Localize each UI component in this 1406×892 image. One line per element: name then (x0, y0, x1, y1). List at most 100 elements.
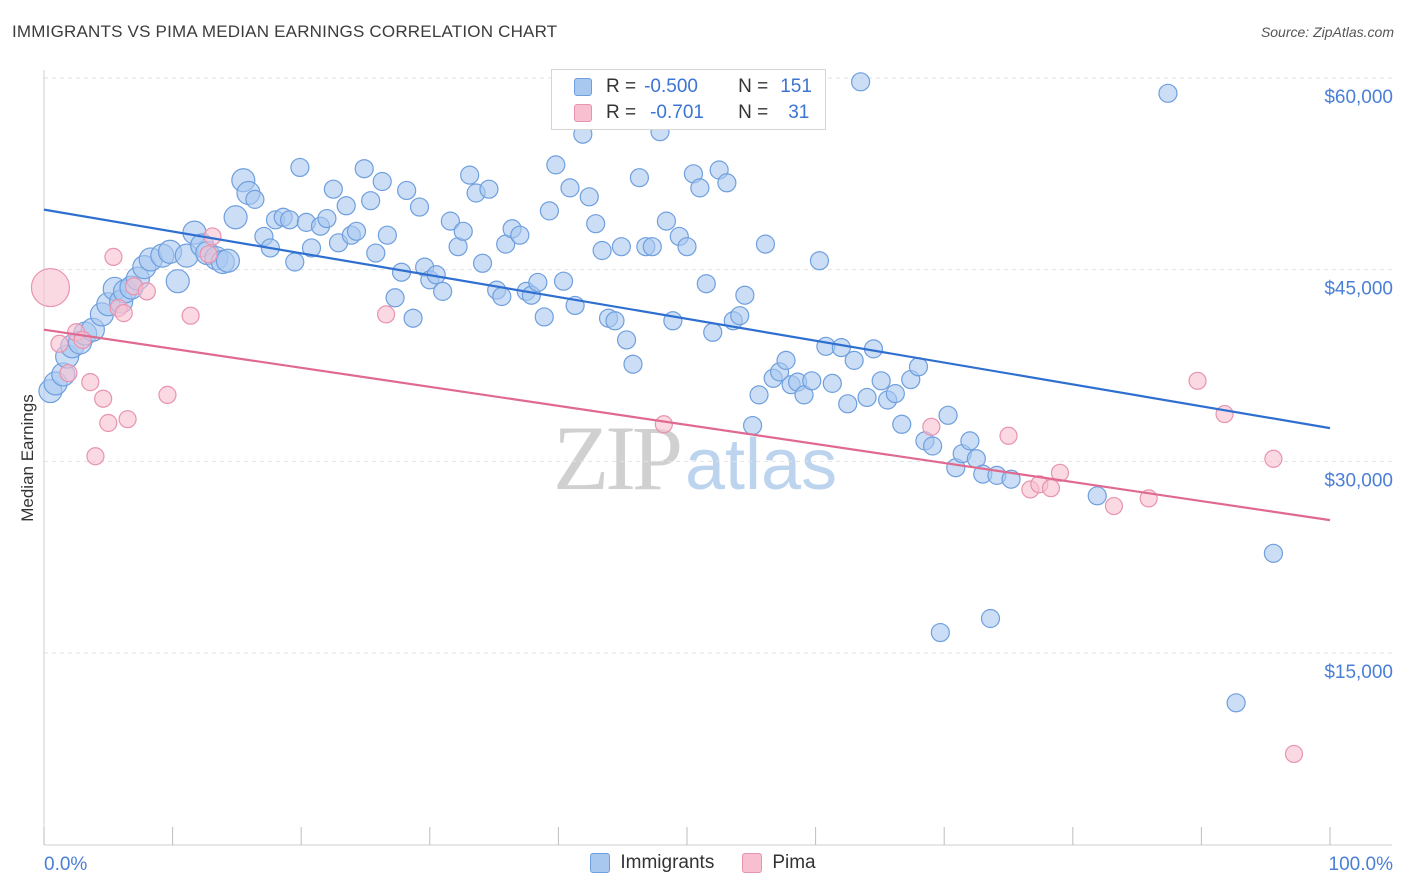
immigrants-point (930, 622, 950, 643)
immigrants-point (809, 251, 830, 271)
pima-point (30, 267, 71, 308)
immigrants-point (730, 306, 750, 326)
pima-point (654, 415, 673, 434)
immigrants-point (301, 238, 322, 258)
immigrants-point (397, 180, 417, 201)
immigrants-point (403, 308, 423, 328)
immigrants-point (980, 608, 1001, 629)
immigrants-point (844, 350, 864, 370)
pima-point (50, 334, 69, 353)
pima-point (99, 413, 118, 433)
pima-point (104, 247, 123, 266)
pima-swatch (574, 104, 592, 122)
immigrants-point (690, 178, 710, 198)
immigrants-point (354, 159, 374, 179)
immigrants-point (703, 322, 723, 342)
immigrants-point (851, 72, 871, 92)
immigrants-point (245, 189, 265, 209)
immigrants-point (1263, 543, 1284, 563)
immigrants-point (215, 248, 240, 273)
immigrants-point (165, 269, 190, 294)
legend-item-immigrants[interactable]: Immigrants (590, 852, 714, 874)
immigrants-point (749, 385, 769, 405)
pima-point (114, 304, 133, 323)
pima-point (1284, 744, 1304, 764)
immigrants-point (492, 286, 512, 307)
immigrants-swatch (590, 853, 611, 873)
immigrants-point (755, 234, 776, 254)
y-tick-label: $60,000 (1324, 87, 1393, 108)
immigrants-point (409, 197, 430, 217)
legend-r-label: R = (606, 76, 637, 97)
pima-point (94, 389, 113, 408)
immigrants-point (280, 210, 300, 230)
immigrants-point (366, 243, 386, 263)
immigrants-point (377, 225, 397, 245)
immigrants-point (586, 214, 606, 234)
immigrants-point (802, 371, 822, 391)
immigrants-point (857, 387, 877, 408)
immigrants-point (336, 196, 356, 216)
pima-point (1041, 479, 1061, 498)
immigrants-point (346, 221, 367, 241)
immigrants-point (776, 350, 796, 370)
pima-point (137, 282, 156, 301)
legend-row-pima: R = -0.701 N = 31 (574, 101, 809, 125)
immigrants-point (938, 405, 958, 425)
immigrants-point (528, 272, 548, 293)
immigrants-point (534, 307, 554, 327)
y-axis-label: Median Earnings (18, 394, 37, 522)
immigrants-point (1001, 469, 1021, 489)
immigrants-point (605, 311, 625, 331)
immigrants-point (1158, 83, 1178, 103)
immigrants-point (656, 211, 677, 231)
x-tick-label: 0.0% (44, 854, 87, 875)
immigrants-point (592, 240, 612, 261)
legend-r-value: -0.701 (650, 102, 704, 123)
immigrants-point (960, 431, 980, 451)
pima-point (59, 364, 78, 383)
source-credit: Source: ZipAtlas.com (1260, 24, 1394, 40)
legend-n-label: N = (738, 102, 769, 123)
immigrants-point (717, 173, 737, 193)
immigrants-point (838, 394, 858, 414)
immigrants-point (560, 178, 580, 198)
immigrants-trend-line (43, 208, 1331, 430)
immigrants-point (317, 208, 337, 229)
immigrants-point (553, 271, 574, 291)
y-tick-label: $30,000 (1324, 470, 1393, 491)
immigrants-point (623, 354, 643, 374)
immigrants-point (629, 168, 650, 188)
immigrants-point (546, 155, 566, 175)
pima-point (1104, 496, 1124, 516)
immigrants-point (677, 237, 697, 257)
legend-n-label: N = (738, 76, 769, 97)
series-legend: Immigrants Pima (0, 852, 1406, 874)
pima-point (199, 245, 218, 264)
pima-point (376, 305, 396, 324)
immigrants-point (616, 330, 637, 350)
pima-point (81, 373, 100, 392)
immigrants-point (822, 373, 842, 393)
immigrants-point (433, 281, 453, 301)
correlation-legend: R = -0.500 N = 151 R = -0.701 N = 31 (551, 69, 826, 130)
immigrants-point (372, 171, 392, 192)
immigrants-swatch (574, 78, 592, 96)
immigrants-point (892, 414, 912, 434)
legend-n-value: 151 (780, 76, 812, 97)
legend-item-pima[interactable]: Pima (742, 852, 816, 874)
pima-point (1188, 371, 1207, 390)
pima-point (1264, 449, 1283, 468)
legend-r-value: -0.500 (644, 76, 698, 97)
legend-r-label: R = (606, 102, 637, 123)
pima-point (181, 306, 200, 325)
immigrants-point (871, 371, 891, 391)
immigrants-point (908, 357, 929, 377)
pima-swatch (742, 853, 763, 873)
immigrants-point (696, 274, 716, 294)
immigrants-point (923, 436, 943, 456)
legend-label-immigrants: Immigrants (620, 852, 715, 873)
pima-point (86, 447, 105, 466)
immigrants-point (453, 221, 473, 241)
